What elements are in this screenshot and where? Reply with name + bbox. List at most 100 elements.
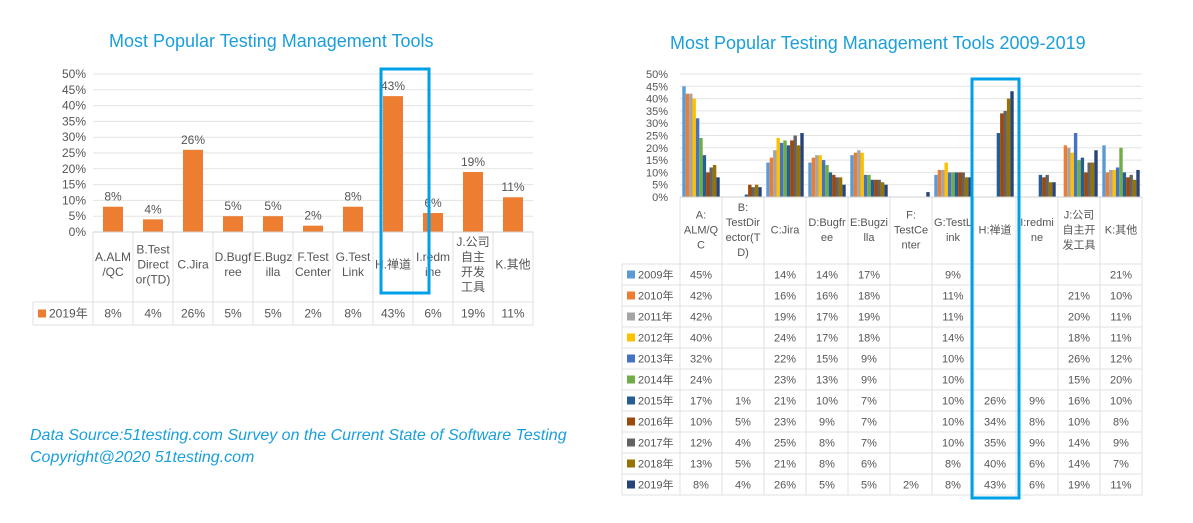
bar <box>1042 177 1046 197</box>
bar <box>1080 157 1085 197</box>
category-label: J:公司 <box>1064 210 1095 222</box>
table-cell: 34% <box>984 417 1006 429</box>
bar <box>867 174 871 197</box>
table-cell: 11% <box>1110 333 1131 345</box>
table-cell: 8% <box>819 459 835 471</box>
category-label: D:Bugfr <box>808 217 846 229</box>
y-tick-label: 45% <box>62 83 86 97</box>
table-cell: 14% <box>774 270 796 282</box>
table-cell: 6% <box>424 307 442 321</box>
table-cell: 18% <box>1068 333 1090 345</box>
category-label: E:Bugzi <box>850 217 888 229</box>
table-cell: 32% <box>690 354 712 366</box>
table-cell: 5% <box>819 480 835 492</box>
table-cell: 14% <box>816 270 838 282</box>
bar <box>383 96 403 233</box>
table-cell: 26% <box>984 396 1006 408</box>
table-cell: 4% <box>735 480 751 492</box>
table-cell: 21% <box>774 459 796 471</box>
legend-swatch <box>38 309 46 318</box>
bar <box>689 93 693 197</box>
legend-swatch <box>627 291 635 300</box>
category-label: D) <box>737 247 749 259</box>
bar <box>183 149 203 232</box>
data-label: 6% <box>424 196 442 210</box>
table-cell: 21% <box>1110 270 1132 282</box>
table-cell: 10% <box>942 417 964 429</box>
y-tick-label: 5% <box>652 180 668 192</box>
table-cell: 9% <box>861 375 877 387</box>
bar <box>1010 91 1014 197</box>
bar <box>796 145 801 197</box>
legend-swatch <box>627 270 635 279</box>
table-cell: 16% <box>1068 396 1090 408</box>
y-tick-label: 45% <box>646 81 668 93</box>
table-cell: 42% <box>690 291 712 303</box>
table-cell: 17% <box>858 270 880 282</box>
y-tick-label: 40% <box>646 94 668 106</box>
bar <box>758 187 762 197</box>
legend-swatch <box>627 333 635 342</box>
data-label: 2% <box>304 209 322 223</box>
y-tick-label: 25% <box>62 146 86 160</box>
bar <box>937 169 942 197</box>
bar <box>884 184 888 197</box>
table-cell: 20% <box>1110 375 1132 387</box>
bar <box>877 179 881 197</box>
table-cell: 8% <box>1029 417 1045 429</box>
bar <box>716 177 720 197</box>
bar <box>934 174 938 197</box>
bar <box>503 197 523 232</box>
table-cell: 17% <box>690 396 712 408</box>
bar <box>682 86 686 197</box>
table-cell: 19% <box>461 307 485 321</box>
bar <box>941 169 945 197</box>
bar <box>838 177 843 197</box>
category-label: 自主 <box>461 250 485 264</box>
bar <box>947 172 952 197</box>
bar <box>786 145 791 197</box>
legend-swatch <box>627 354 635 363</box>
table-cell: 25% <box>774 438 796 450</box>
bar <box>850 155 854 197</box>
table-cell: 19% <box>858 312 880 324</box>
category-label: B: <box>738 202 748 214</box>
legend-swatch <box>627 438 635 447</box>
table-cell: 13% <box>816 375 838 387</box>
bar <box>779 142 784 197</box>
table-cell: 17% <box>816 312 838 324</box>
bar <box>1136 169 1140 197</box>
table-cell: 5% <box>735 459 751 471</box>
table-cell: 45% <box>690 270 712 282</box>
table-cell: 4% <box>735 438 751 450</box>
bar <box>958 172 962 197</box>
bar <box>835 177 839 197</box>
bar <box>1084 172 1088 197</box>
legend-label: 2014年 <box>638 373 673 387</box>
data-label: 26% <box>181 133 205 147</box>
category-label: TestCe <box>894 225 928 237</box>
bar <box>870 179 875 197</box>
category-label: D.Bugf <box>215 250 252 264</box>
table-cell: 13% <box>690 459 712 471</box>
y-tick-label: 15% <box>646 155 668 167</box>
copyright-text: Copyright@2020 51testing.com <box>30 449 255 466</box>
bar <box>1132 179 1137 197</box>
table-cell: 43% <box>381 307 405 321</box>
left-chart: 0% 5% 10%15% 20% 25% 30% 35%40% 45% 50% 8% 4% 26% 5%… <box>32 67 534 326</box>
y-tick-label: 10% <box>646 167 668 179</box>
bar <box>685 93 690 197</box>
bar <box>863 174 868 197</box>
table-cell: 21% <box>1068 291 1090 303</box>
left-chart-title: Most Popular Testing Management Tools <box>109 31 434 51</box>
legend-label: 2011年 <box>638 310 673 324</box>
category-label: Link <box>342 265 365 279</box>
bar <box>712 165 717 197</box>
category-label: or(TD) <box>136 273 171 287</box>
category-label: ee <box>821 232 833 244</box>
bar <box>223 216 243 232</box>
bar <box>800 133 804 197</box>
bar <box>744 194 749 197</box>
bar <box>926 192 930 197</box>
